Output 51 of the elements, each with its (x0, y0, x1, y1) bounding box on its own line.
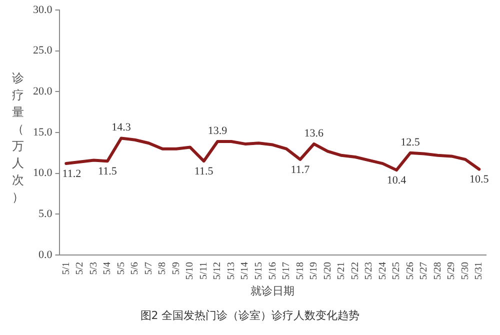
data-label: 13.6 (304, 127, 324, 140)
x-tick-label: 5/2 (74, 262, 86, 275)
x-tick-label: 5/3 (88, 262, 100, 275)
x-tick-label: 5/22 (350, 262, 361, 280)
x-tick-label: 5/12 (212, 262, 224, 280)
x-tick-label: 5/11 (198, 262, 210, 280)
x-tick-label: 5/18 (294, 262, 306, 280)
x-tick-label: 5/23 (364, 262, 375, 280)
x-tick-label: 5/24 (377, 262, 388, 280)
x-tick-label: 5/7 (143, 262, 154, 275)
x-tick-label: 5/14 (240, 262, 251, 280)
data-label: 11.2 (62, 168, 82, 180)
y-tick-label: 20.0 (33, 86, 53, 98)
x-tick-label: 5/27 (418, 262, 430, 280)
x-tick-label: 5/15 (253, 262, 264, 280)
x-tick-label: 5/6 (130, 262, 141, 275)
x-tick-label: 5/17 (281, 262, 292, 280)
data-label: 10.5 (469, 174, 490, 186)
data-label: 10.4 (386, 174, 407, 186)
x-tick-label: 5/25 (391, 262, 402, 280)
data-label: 11.5 (98, 165, 118, 178)
x-tick-label: 5/19 (308, 262, 320, 280)
data-label: 12.5 (400, 136, 420, 148)
data-label: 11.5 (194, 165, 214, 178)
x-tick-label: 5/5 (116, 262, 127, 275)
x-tick-label: 5/4 (102, 262, 114, 275)
x-tick-label: 5/20 (322, 262, 334, 280)
x-tick-label: 5/13 (226, 262, 237, 280)
x-tick-label: 5/29 (446, 262, 458, 280)
y-tick-label: 0.0 (38, 248, 53, 261)
x-tick-label: 5/28 (432, 262, 444, 280)
x-tick-label: 5/9 (170, 262, 182, 275)
y-tick-label: 15.0 (33, 126, 53, 138)
x-tick-label: 5/31 (474, 262, 485, 280)
x-tick-label: 5/16 (267, 262, 278, 280)
x-tick-label: 5/10 (184, 262, 196, 280)
x-tick-label: 5/26 (404, 262, 416, 280)
data-label: 11.7 (290, 164, 310, 176)
data-label: 14.3 (112, 122, 132, 134)
y-tick-label: 5.0 (38, 208, 53, 220)
data-label: 13.9 (208, 124, 228, 137)
y-axis-title: 诊疗量（万人次） (12, 70, 25, 206)
text: 图2 全国发热门诊（诊室）诊疗人数变化趋势 (139, 308, 361, 323)
y-tick-label: 10.0 (33, 167, 53, 180)
y-tick-label: 25.0 (33, 44, 53, 57)
x-tick-label: 5/30 (460, 262, 471, 280)
y-tick-label: 30.0 (33, 4, 53, 16)
x-tick-label: 5/1 (60, 262, 72, 275)
x-tick-label: 5/8 (157, 262, 168, 275)
x-axis-title: 就诊日期 (250, 284, 295, 298)
x-tick-label: 5/21 (336, 262, 348, 280)
